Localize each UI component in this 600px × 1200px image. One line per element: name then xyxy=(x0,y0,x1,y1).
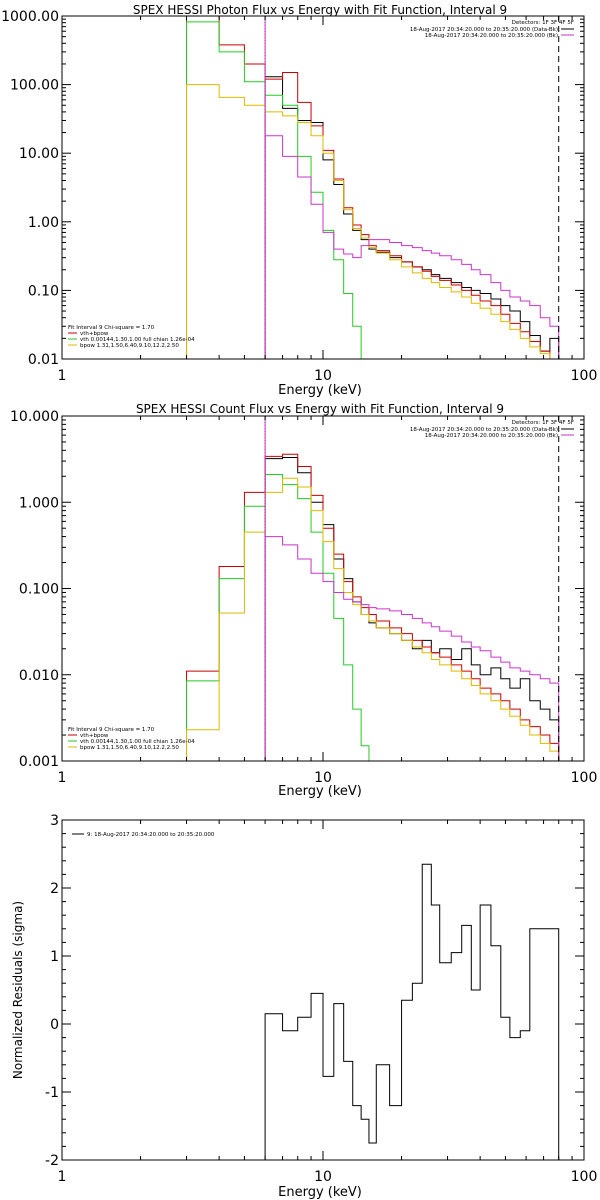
resid-legend-entry-0: 9: 18-Aug-2017 20:34:20.000 to 20:35:20.… xyxy=(87,832,215,838)
count-flux-panel: SPEX HESSI Count Flux vs Energy with Fit… xyxy=(10,402,597,799)
count-flux-ticks: 1 10 100 0.001 0.010 0.100 1.000 10.000 xyxy=(10,409,597,786)
count-legend-entry-0: 18-Aug-2017 20:34:20.000 to 20:35:20.000… xyxy=(410,427,558,433)
photon-fit-legend-header: Fit Interval 9 Chi-square = 1.70 xyxy=(68,325,155,331)
count-series-4-line xyxy=(264,536,560,761)
photon-xtick-label-0: 1 xyxy=(58,368,67,384)
photon-fit-legend-entry-2: bpow 1.31,1.50,6.40,9.10,12.2,2.50 xyxy=(80,343,179,349)
residuals-y-axis-label: Normalized Residuals (sigma) xyxy=(11,901,25,1079)
photon-fit-legend-entry-0: vth+bpow xyxy=(80,331,109,337)
residuals-x-axis-label: Energy (keV) xyxy=(278,1185,362,1200)
photon-flux-x-axis-label: Energy (keV) xyxy=(278,383,362,398)
resid-series-0-line xyxy=(264,863,560,1160)
photon-series-3-line xyxy=(186,84,559,359)
count-fit-legend-entry-0: vth+bpow xyxy=(80,733,109,739)
count-legend-header: Detectors: 1F 3F 4F 5F xyxy=(512,420,574,426)
count-xtick-label-2: 100 xyxy=(571,770,598,786)
photon-legend-entry-1: 18-Aug-2017 20:34:20.000 to 20:35:20.000… xyxy=(425,33,558,39)
photon-series-2-line xyxy=(186,21,369,359)
photon-flux-ticks: 1 10 100 0.01 0.10 1.00 10.00 100.00 1000.00 xyxy=(1,9,597,384)
residuals-panel: 1 10 100 -2 -1 0 1 2 3 Energy (keV) Normalized R… xyxy=(11,813,597,1200)
photon-flux-title: SPEX HESSI Photon Flux vs Energy with Fi… xyxy=(133,3,507,17)
count-ytick-label-4: 10.000 xyxy=(10,409,59,425)
photon-flux-plot-area xyxy=(186,16,560,359)
photon-series-4-line xyxy=(264,135,560,359)
photon-ytick-label-3: 10.00 xyxy=(19,146,59,162)
resid-series-group xyxy=(264,863,560,1160)
photon-legend-entry-0: 18-Aug-2017 20:34:20.000 to 20:35:20.000… xyxy=(410,27,558,33)
count-flux-title: SPEX HESSI Count Flux vs Energy with Fit… xyxy=(136,402,504,416)
residuals-ticks: 1 10 100 -2 -1 0 1 2 3 xyxy=(45,813,597,1185)
count-fit-legend-entry-1: vth 0.00144,1.30,1.00 full chian 1.26e-0… xyxy=(80,739,195,745)
count-fit-legend-header: Fit Interval 9 Chi-square = 1.70 xyxy=(68,727,155,733)
residuals-legend: 9: 18-Aug-2017 20:34:20.000 to 20:35:20.… xyxy=(72,832,215,838)
photon-legend-header: Detectors: 1F 3F 4F 5F xyxy=(512,20,574,26)
photon-ytick-label-2: 1.00 xyxy=(28,215,59,231)
resid-xtick-label-1: 10 xyxy=(314,1169,332,1185)
count-series-group xyxy=(186,416,570,761)
count-ytick-label-0: 0.001 xyxy=(19,754,59,770)
count-xtick-label-1: 10 xyxy=(314,770,332,786)
count-series-3-line xyxy=(186,477,570,761)
count-flux-x-axis-label: Energy (keV) xyxy=(278,784,362,799)
count-ytick-label-1: 0.010 xyxy=(19,668,59,684)
photon-series-group xyxy=(186,16,560,359)
resid-ytick-label-0: -2 xyxy=(45,1153,59,1169)
photon-xtick-label-2: 100 xyxy=(571,368,598,384)
count-ytick-label-2: 0.100 xyxy=(19,582,59,598)
photon-ytick-label-4: 100.00 xyxy=(10,78,59,94)
photon-ytick-label-1: 0.10 xyxy=(28,283,59,299)
resid-ytick-label-5: 3 xyxy=(50,813,59,829)
residuals-plot-area xyxy=(264,863,560,1160)
count-flux-fit-legend: Fit Interval 9 Chi-square = 1.70vth+bpow… xyxy=(68,727,195,751)
resid-ytick-label-2: 0 xyxy=(50,1017,59,1033)
photon-flux-fit-legend: Fit Interval 9 Chi-square = 1.70vth+bpow… xyxy=(68,325,195,349)
photon-ytick-label-5: 1000.00 xyxy=(1,9,59,25)
resid-xtick-label-2: 100 xyxy=(571,1169,598,1185)
photon-flux-panel: SPEX HESSI Photon Flux vs Energy with Fi… xyxy=(1,3,597,398)
count-series-1-line xyxy=(186,453,560,761)
resid-ytick-label-1: -1 xyxy=(45,1085,59,1101)
resid-ytick-label-3: 1 xyxy=(50,949,59,965)
count-ytick-label-3: 1.000 xyxy=(19,495,59,511)
resid-xtick-label-0: 1 xyxy=(58,1169,67,1185)
photon-ytick-label-0: 0.01 xyxy=(28,352,59,368)
photon-fit-legend-entry-1: vth 0.00144,1.30,1.00 full chian 1.26e-0… xyxy=(80,337,195,343)
count-xtick-label-0: 1 xyxy=(58,770,67,786)
photon-xtick-label-1: 10 xyxy=(314,368,332,384)
count-fit-legend-entry-2: bpow 1.31,1.50,6.40,9.10,12.2,2.50 xyxy=(80,745,179,751)
count-flux-plot-area xyxy=(186,416,570,761)
count-legend-entry-1: 18-Aug-2017 20:34:20.000 to 20:35:20.000… xyxy=(425,433,558,439)
resid-ytick-label-4: 2 xyxy=(50,881,59,897)
